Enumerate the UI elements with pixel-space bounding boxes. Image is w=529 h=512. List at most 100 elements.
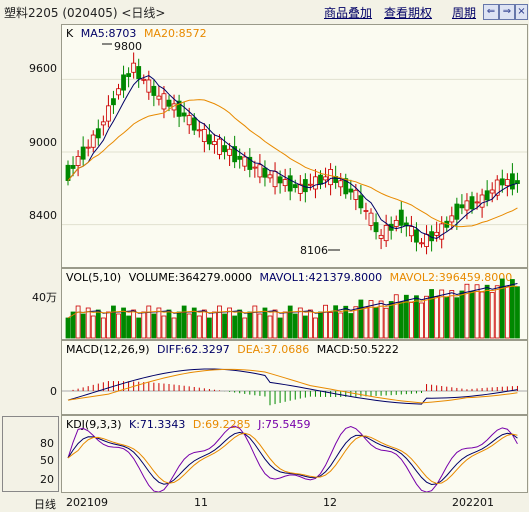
- candle-body: [206, 134, 212, 145]
- volume-bar: [307, 309, 313, 339]
- candle-body: [212, 141, 217, 145]
- j-line: [67, 425, 518, 492]
- candle-body: [146, 79, 152, 93]
- volume-bar: [419, 302, 424, 339]
- volume-bar: [363, 306, 369, 339]
- volume-bar: [277, 317, 283, 339]
- candle-body: [272, 171, 278, 188]
- volume-bar: [343, 305, 349, 339]
- candle-body: [181, 112, 187, 117]
- macd-y-tick: 0: [50, 385, 57, 398]
- volume-bar: [434, 296, 440, 339]
- x-axis: 日线 202109 11 12 202201: [0, 493, 529, 511]
- candle-body: [454, 203, 460, 220]
- volume-bar: [222, 313, 227, 339]
- dea-value: DEA:37.0686: [237, 343, 310, 356]
- volume-bar: [515, 286, 520, 339]
- volume-bar: [136, 317, 142, 339]
- candle-body: [222, 145, 227, 153]
- candlestick-panel[interactable]: K MA5:8703 MA20:8572 9800 8106: [61, 24, 528, 268]
- macd-svg: [62, 368, 527, 406]
- volume-bar: [388, 301, 394, 339]
- volume-bar: [318, 311, 323, 339]
- candle-body: [257, 164, 263, 178]
- candle-body: [302, 179, 308, 193]
- candle-body: [100, 121, 106, 126]
- candle-body: [90, 134, 96, 148]
- volume-bar: [328, 312, 334, 339]
- dea-line: [67, 368, 518, 404]
- arrow-left-icon[interactable]: ⇐: [483, 4, 499, 20]
- candle-body: [414, 229, 419, 243]
- d-line: [67, 432, 518, 485]
- candle-body: [474, 201, 480, 204]
- candle-body: [292, 184, 298, 189]
- volume-bar: [121, 307, 126, 339]
- volume-bar: [292, 313, 298, 339]
- kdj-y-tick-50: 50: [40, 454, 54, 467]
- candle-body: [307, 183, 313, 186]
- volume-panel[interactable]: VOL(5,10) VOLUME:364279.0000 MAVOL1:4213…: [61, 268, 528, 340]
- volume-bar: [201, 309, 207, 339]
- volume-bar: [489, 292, 495, 339]
- volume-bar: [257, 313, 263, 339]
- macd-value: MACD:50.5222: [316, 343, 399, 356]
- arrow-right-icon[interactable]: ⇒: [499, 4, 515, 20]
- macd-panel[interactable]: MACD(12,26,9) DIFF:62.3297 DEA:37.0686 M…: [61, 340, 528, 415]
- volume-bar: [247, 311, 253, 339]
- volume-header: VOL(5,10) VOLUME:364279.0000 MAVOL1:4213…: [66, 271, 516, 284]
- volume-bar: [95, 309, 101, 339]
- candle-body: [509, 173, 515, 190]
- y-tick-8400: 8400: [29, 209, 57, 222]
- close-icon[interactable]: ×: [515, 4, 528, 20]
- candle-body: [176, 100, 182, 117]
- volume-bar: [373, 307, 379, 339]
- candle-body: [227, 148, 233, 156]
- volume-bar: [368, 300, 374, 339]
- volume-bar: [116, 313, 121, 339]
- volume-bar: [272, 309, 278, 339]
- volume-bar: [131, 309, 137, 339]
- candle-body: [196, 129, 202, 132]
- volume-svg: [65, 278, 520, 339]
- candle-body: [156, 95, 162, 100]
- x-tick-11: 11: [194, 496, 208, 509]
- volume-bar: [90, 315, 96, 339]
- candle-body: [343, 178, 349, 195]
- instrument-title: 塑料2205 (020405) <日线>: [4, 6, 166, 20]
- volume-bar: [171, 317, 177, 339]
- volume-bar: [449, 290, 455, 339]
- mavol2-value: MAVOL2:396459.8000: [389, 271, 513, 284]
- candle-body: [439, 223, 445, 240]
- volume-bar: [65, 317, 71, 339]
- macd-header: MACD(12,26,9) DIFF:62.3297 DEA:37.0686 M…: [66, 343, 403, 356]
- low-marker-label: 8106: [300, 244, 328, 257]
- kdj-panel[interactable]: KDJ(9,3,3) K:71.3343 D:69.2285 J:75.5459: [61, 415, 528, 493]
- candle-body: [434, 231, 440, 236]
- candle-body: [106, 105, 111, 122]
- y-tick-9000: 9000: [29, 136, 57, 149]
- candle-body: [75, 155, 81, 166]
- view-options-button[interactable]: 查看期权: [384, 6, 433, 20]
- volume-bar: [85, 307, 91, 339]
- k-value: K:71.3343: [129, 418, 186, 431]
- volume-bar: [75, 305, 81, 339]
- candle-body: [126, 73, 131, 78]
- volume-bar: [444, 296, 450, 339]
- volume-bar: [166, 309, 172, 339]
- volume-bar: [398, 301, 404, 339]
- candle-body: [489, 189, 495, 194]
- volume-bar: [237, 309, 243, 339]
- period-button[interactable]: 周期: [452, 6, 477, 20]
- candle-body: [237, 155, 243, 160]
- volume-y-tick: 40万: [32, 291, 57, 304]
- candle-body: [479, 194, 485, 208]
- volume-bar: [80, 313, 86, 339]
- volume-bar: [494, 285, 500, 339]
- candle-body: [80, 146, 86, 160]
- overlay-button[interactable]: 商品叠加: [324, 6, 373, 20]
- kdj-y-tick-20: 20: [40, 473, 54, 486]
- candle-body: [358, 195, 364, 209]
- volume-bar: [338, 312, 344, 339]
- x-tick-202201: 202201: [452, 496, 494, 509]
